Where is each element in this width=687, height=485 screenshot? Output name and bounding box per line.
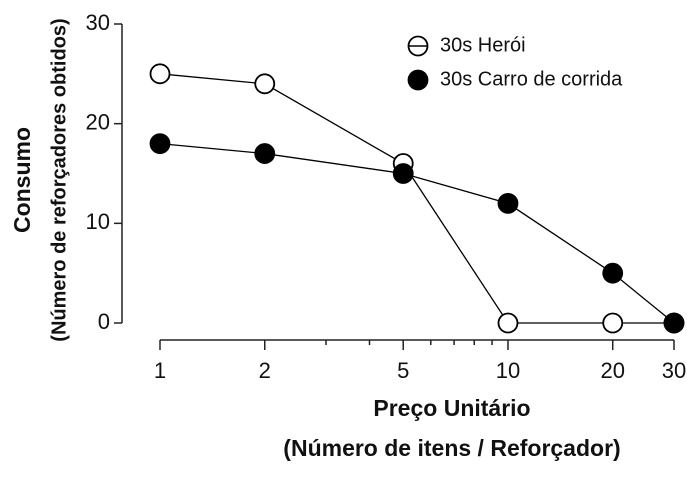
legend-marker <box>407 69 429 91</box>
marker <box>149 133 171 155</box>
x-axis-title: (Número de itens / Reforçador) <box>283 435 620 461</box>
x-tick-label: 5 <box>397 358 409 383</box>
y-tick-label: 20 <box>86 109 110 134</box>
y-tick-label: 10 <box>86 209 110 234</box>
x-tick-label: 2 <box>259 358 271 383</box>
marker <box>602 312 624 334</box>
legend-label: 30s Carro de corrida <box>440 68 623 90</box>
series-line <box>159 142 675 324</box>
y-tick-label: 30 <box>86 10 110 35</box>
series-line <box>159 73 674 324</box>
marker <box>663 312 685 334</box>
y-axis-title: Consumo <box>9 127 35 233</box>
marker <box>254 143 276 164</box>
marker <box>497 192 519 214</box>
x-tick-label: 1 <box>154 358 166 383</box>
marker <box>254 73 276 95</box>
legend-label: 30s Herói <box>440 34 526 56</box>
y-tick-label: 0 <box>98 309 110 334</box>
y-axis-title: (Número de reforçadores obtidos) <box>48 18 70 341</box>
x-tick-label: 30 <box>662 358 686 383</box>
x-tick-label: 10 <box>496 358 520 383</box>
marker <box>149 63 171 85</box>
x-tick-label: 20 <box>600 358 624 383</box>
marker <box>602 262 624 284</box>
marker <box>392 163 414 184</box>
x-axis-title: Preço Unitário <box>373 395 530 421</box>
marker <box>497 312 519 334</box>
